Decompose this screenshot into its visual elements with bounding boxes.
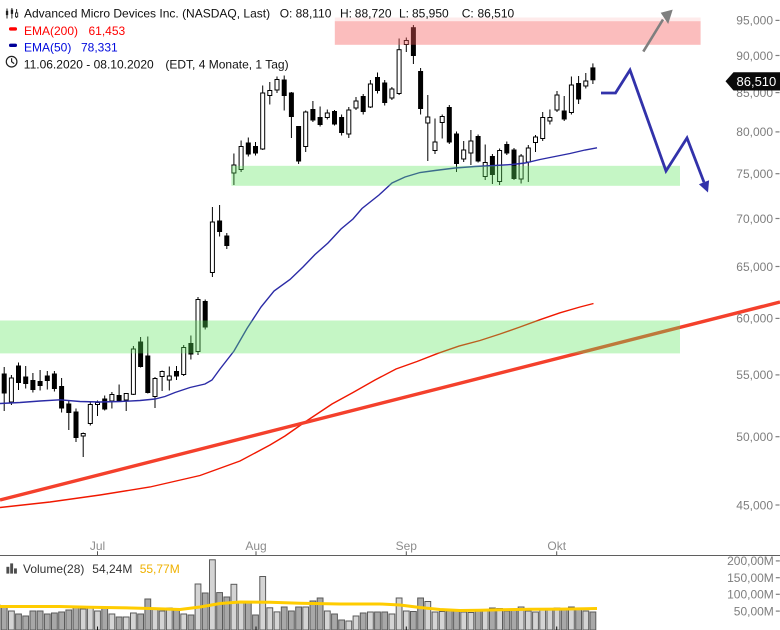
svg-text:50,00M: 50,00M bbox=[734, 604, 774, 618]
svg-text:Okt: Okt bbox=[547, 539, 566, 553]
svg-text:O:: O: bbox=[280, 7, 293, 21]
svg-text:Sep: Sep bbox=[396, 539, 418, 553]
svg-text:88,110: 88,110 bbox=[296, 7, 332, 21]
svg-text:70,000: 70,000 bbox=[736, 212, 773, 226]
svg-text:EMA(50): EMA(50) bbox=[24, 40, 71, 54]
svg-text:45,000: 45,000 bbox=[736, 498, 773, 512]
svg-text:55,77M: 55,77M bbox=[140, 562, 180, 576]
svg-text:55,000: 55,000 bbox=[736, 368, 773, 382]
svg-text:200,00M: 200,00M bbox=[727, 554, 774, 568]
svg-text:85,950: 85,950 bbox=[412, 7, 449, 21]
svg-text:EMA(200): EMA(200) bbox=[24, 24, 78, 38]
svg-text:75,000: 75,000 bbox=[736, 167, 773, 181]
svg-text:90,000: 90,000 bbox=[736, 49, 773, 63]
svg-text:100,00M: 100,00M bbox=[727, 588, 774, 602]
svg-text:54,24M: 54,24M bbox=[92, 562, 132, 576]
svg-text:Jul: Jul bbox=[90, 539, 105, 553]
svg-text:(EDT, 4 Monate, 1 Tag): (EDT, 4 Monate, 1 Tag) bbox=[165, 57, 288, 71]
svg-text:Volume(28): Volume(28) bbox=[23, 562, 84, 576]
svg-text:61,453: 61,453 bbox=[89, 24, 126, 38]
svg-text:88,720: 88,720 bbox=[355, 7, 392, 21]
svg-text:80,000: 80,000 bbox=[736, 125, 773, 139]
svg-text:Aug: Aug bbox=[245, 539, 266, 553]
svg-text:60,000: 60,000 bbox=[736, 312, 773, 326]
svg-text:150,00M: 150,00M bbox=[727, 571, 774, 585]
svg-text:50,000: 50,000 bbox=[736, 430, 773, 444]
svg-text:11.06.2020 - 08.10.2020: 11.06.2020 - 08.10.2020 bbox=[24, 57, 154, 71]
svg-text:95,000: 95,000 bbox=[736, 14, 773, 28]
svg-text:65,000: 65,000 bbox=[736, 260, 773, 274]
svg-text:H:: H: bbox=[340, 7, 352, 21]
svg-text:86,510: 86,510 bbox=[737, 74, 777, 89]
svg-text:86,510: 86,510 bbox=[478, 7, 515, 21]
svg-text:C:: C: bbox=[462, 7, 474, 21]
svg-text:L:: L: bbox=[399, 7, 409, 21]
svg-text:Advanced Micro Devices Inc. (N: Advanced Micro Devices Inc. (NASDAQ, Las… bbox=[24, 7, 270, 21]
svg-text:78,331: 78,331 bbox=[81, 40, 118, 54]
